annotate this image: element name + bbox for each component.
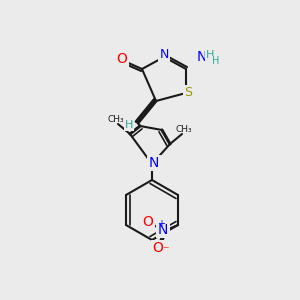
Text: O: O <box>142 215 153 229</box>
Text: +: + <box>157 219 165 229</box>
Text: O: O <box>117 52 128 66</box>
Text: O: O <box>152 241 164 255</box>
Text: CH₃: CH₃ <box>176 125 192 134</box>
Text: H: H <box>212 56 220 66</box>
Text: N: N <box>149 156 159 170</box>
Text: H: H <box>125 120 133 130</box>
Text: H: H <box>206 50 214 60</box>
Text: ⁻: ⁻ <box>162 244 168 257</box>
Text: S: S <box>184 86 192 100</box>
Text: CH₃: CH₃ <box>108 116 124 124</box>
Text: N: N <box>158 223 168 237</box>
Text: N: N <box>159 49 169 62</box>
Text: N: N <box>197 50 207 64</box>
